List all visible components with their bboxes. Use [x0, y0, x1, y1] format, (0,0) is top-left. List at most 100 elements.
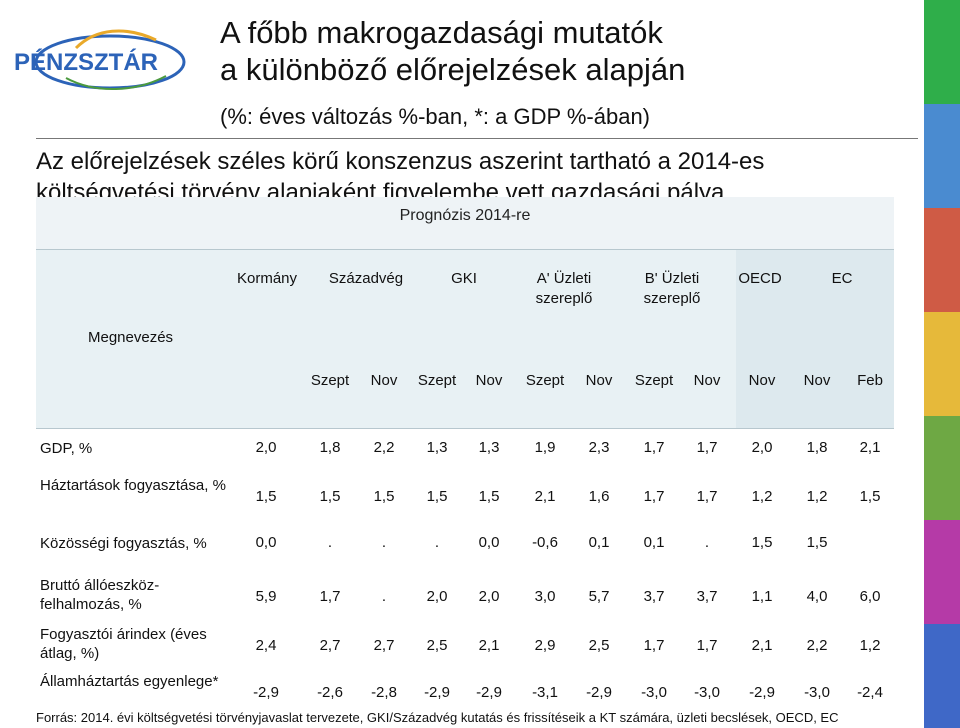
value-cell: 0,1	[588, 534, 610, 551]
value-cell: 1,5	[373, 488, 395, 505]
value-cell: 2,5	[588, 637, 610, 654]
value-cell: 4,0	[806, 588, 828, 605]
stripe-indigo	[924, 624, 960, 728]
value-cell: 1,5	[426, 488, 448, 505]
column-header-band-ec	[736, 250, 894, 428]
value-cell: 2,7	[373, 637, 395, 654]
value-cell: 0,1	[643, 534, 665, 551]
header-separator	[36, 249, 894, 250]
value-cell: -0,6	[532, 534, 558, 551]
value-cell: 1,7	[319, 588, 341, 605]
source-note: Forrás: 2014. évi költségvetési törvényj…	[36, 710, 839, 725]
value-cell: 2,5	[426, 637, 448, 654]
prognosis-label: Prognózis 2014-re	[399, 207, 531, 224]
value-cell: 0,0	[478, 534, 500, 551]
value-cell: -2,9	[586, 684, 612, 701]
value-cell: 1,5	[478, 488, 500, 505]
intro-line-1: Az előrejelzések széles körű konszenzus …	[36, 148, 765, 175]
stripe-purple	[924, 520, 960, 624]
group-gki: GKI	[451, 270, 477, 287]
value-cell: 1,7	[696, 439, 718, 456]
logo-text: PÉNZSZTÁR	[14, 48, 158, 76]
value-cell: 2,1	[859, 439, 881, 456]
value-cell: 1,5	[319, 488, 341, 505]
value-cell: 1,2	[806, 488, 828, 505]
subheader-cell: Feb	[857, 372, 883, 389]
value-cell: 2,0	[751, 439, 773, 456]
group-szazadveg: Századvég	[328, 270, 404, 287]
row-label: Államháztartás egyenlege*	[40, 673, 219, 690]
value-cell: 2,2	[806, 637, 828, 654]
subheader-cell: Nov	[693, 372, 721, 389]
row-label: Bruttó állóeszköz-felhalmozás, %	[40, 577, 160, 613]
title-line-2: a különböző előrejelzések alapján	[220, 52, 686, 87]
subheader-cell: Nov	[585, 372, 613, 389]
subheader-cell: Nov	[370, 372, 398, 389]
table-row: Háztartások fogyasztása, % 1,5 1,5 1,5 1,5 1,…	[36, 476, 894, 520]
value-cell: 1,9	[534, 439, 556, 456]
value-cell: 1,7	[643, 488, 665, 505]
prognosis-header-band	[36, 197, 894, 249]
value-cell: 1,5	[859, 488, 881, 505]
page-title: A főbb makrogazdasági mutatók a különböz…	[220, 14, 685, 88]
row-header-label: Megnevezés	[88, 329, 174, 346]
value-cell: 5,7	[588, 588, 610, 605]
table-row: GDP, % 2,0 1,8 2,2 1,3 1,3 1,9 2,3 1,7 1,7 2,0 1,8 2…	[36, 439, 894, 461]
value-cell: -2,9	[749, 684, 775, 701]
group-oecd: OECD	[738, 270, 782, 287]
value-cell: 3,7	[696, 588, 718, 605]
row-label: Fogyasztói árindex (éves átlag, %)	[40, 626, 207, 662]
value-cell: 1,5	[806, 534, 828, 551]
forecast-table: Prognózis 2014-re Megnevezés Kormány Szá…	[36, 197, 894, 710]
stripe-green	[924, 0, 960, 104]
value-cell: 2,9	[534, 637, 556, 654]
row-label: Közösségi fogyasztás, %	[40, 535, 207, 552]
subheader-cell: Nov	[803, 372, 831, 389]
value-cell: -2,6	[317, 684, 343, 701]
value-cell: 1,8	[319, 439, 341, 456]
stripe-red	[924, 208, 960, 312]
value-cell: 1,3	[426, 439, 448, 456]
value-cell: 6,0	[859, 588, 881, 605]
value-cell: 2,3	[588, 439, 610, 456]
value-cell: 2,2	[373, 439, 395, 456]
value-cell: 3,0	[534, 588, 556, 605]
subheader-cell: Szept	[417, 372, 457, 389]
title-line-1: A főbb makrogazdasági mutatók	[220, 15, 663, 50]
value-cell: -2,8	[371, 684, 397, 701]
value-cell: -2,9	[253, 684, 279, 701]
value-cell: 3,7	[643, 588, 665, 605]
value-cell: .	[327, 534, 333, 551]
value-cell: 1,7	[643, 637, 665, 654]
subheader-cell: Szept	[310, 372, 350, 389]
value-cell: 1,7	[696, 488, 718, 505]
value-cell: -2,9	[424, 684, 450, 701]
value-cell: .	[434, 534, 440, 551]
value-cell: -3,0	[804, 684, 830, 701]
value-cell: -3,0	[641, 684, 667, 701]
group-b-uzleti: B' Üzleti szereplő	[643, 270, 701, 307]
value-cell: 1,8	[806, 439, 828, 456]
value-cell: 5,9	[255, 588, 277, 605]
value-cell: 2,1	[751, 637, 773, 654]
penzsztar-logo: PÉNZSZTÁR	[14, 29, 186, 91]
title-divider	[36, 138, 918, 139]
table-row: Államháztartás egyenlege* -2,9 -2,6 -2,8 -2,…	[36, 672, 894, 716]
stripe-yellow	[924, 312, 960, 416]
table-row: Fogyasztói árindex (éves átlag, %) 2,4 2,7…	[36, 625, 894, 669]
group-ec: EC	[831, 270, 853, 287]
color-stripes	[924, 0, 960, 728]
body-separator	[36, 428, 894, 429]
value-cell: -3,0	[694, 684, 720, 701]
stripe-blue	[924, 104, 960, 208]
table-row: Közösségi fogyasztás, % 0,0... 0,0 -0,6 0,1 0…	[36, 534, 894, 556]
value-cell: 2,7	[319, 637, 341, 654]
row-label: Háztartások fogyasztása, %	[40, 477, 226, 494]
value-cell: 2,0	[255, 439, 277, 456]
value-cell: 0,0	[255, 534, 277, 551]
value-cell: 1,7	[643, 439, 665, 456]
value-cell: 1,7	[696, 637, 718, 654]
value-cell: 2,0	[478, 588, 500, 605]
value-cell: 1,3	[478, 439, 500, 456]
value-cell: 2,4	[255, 637, 277, 654]
